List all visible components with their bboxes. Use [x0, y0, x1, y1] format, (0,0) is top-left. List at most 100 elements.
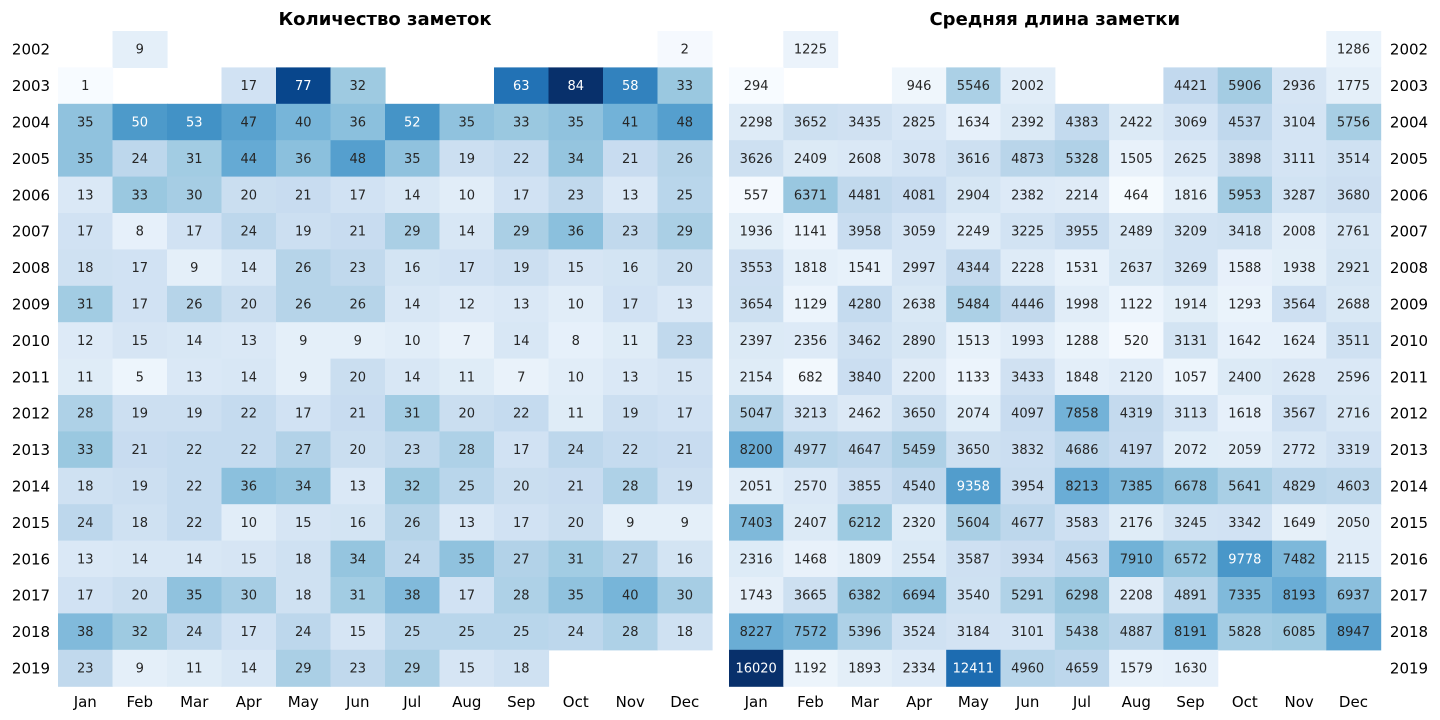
heatmap-cell — [1054, 540, 1110, 578]
cell-value-label: 2176 — [1120, 516, 1153, 531]
cell-value-label: 5641 — [1228, 480, 1261, 495]
cell-value-label: 11 — [622, 334, 639, 349]
heatmap-cell — [494, 103, 550, 141]
cell-value-label: 13 — [676, 298, 693, 313]
cell-value-label: 4197 — [1120, 443, 1153, 458]
heatmap-cell — [946, 322, 1002, 360]
heatmap-cell — [1054, 504, 1110, 542]
heatmap-cell — [837, 358, 893, 396]
cell-value-label: 19 — [186, 407, 203, 422]
cell-value-label: 24 — [240, 225, 257, 240]
cell-value-label: 17 — [77, 225, 94, 240]
heatmap-cell — [548, 467, 604, 505]
heatmap-cell — [891, 103, 947, 141]
cell-value-label: 22 — [186, 443, 203, 458]
heatmap-cell — [891, 213, 947, 250]
heatmap-cell — [276, 103, 332, 141]
cell-value-label: 19 — [622, 407, 639, 422]
heatmap-cell — [657, 67, 713, 105]
cell-value-label: 18 — [295, 589, 312, 604]
heatmap-cell — [276, 176, 332, 214]
heatmap-cell — [548, 540, 604, 578]
heatmap-cell — [1163, 467, 1219, 505]
cell-value-label: 6572 — [1174, 552, 1207, 567]
heatmap-cell — [330, 249, 386, 287]
year-tick-label: 2002 — [1390, 41, 1428, 59]
heatmap-cell — [1272, 249, 1327, 287]
heatmap-cell — [837, 176, 893, 214]
cell-value-label: 2637 — [1120, 261, 1153, 276]
heatmap-cell — [1163, 540, 1219, 578]
cell-value-label: 1129 — [794, 298, 827, 313]
year-tick-label: 2007 — [12, 223, 50, 241]
cell-value-label: 33 — [513, 116, 530, 131]
cell-value-label: 3269 — [1174, 261, 1207, 276]
heatmap-cell — [891, 577, 947, 614]
cell-value-label: 5604 — [957, 516, 990, 531]
cell-value-label: 7335 — [1228, 589, 1261, 604]
heatmap-cell — [330, 467, 386, 505]
month-tick-label: May — [958, 693, 989, 711]
heatmap-cell — [1272, 67, 1327, 105]
cell-value-label: 29 — [404, 662, 421, 677]
heatmap-cell — [112, 103, 168, 141]
cell-value-label: 3626 — [740, 152, 773, 167]
heatmap-cell — [439, 613, 495, 651]
cell-value-label: 2997 — [903, 261, 936, 276]
cell-value-label: 19 — [676, 480, 693, 495]
cell-value-label: 23 — [404, 443, 421, 458]
cell-value-label: 4873 — [1011, 152, 1044, 167]
cell-value-label: 3840 — [848, 370, 881, 385]
cell-value-label: 5828 — [1228, 625, 1261, 640]
cell-value-label: 2074 — [957, 407, 990, 422]
year-tick-label: 2015 — [12, 514, 50, 532]
heatmap-cell — [1326, 67, 1382, 105]
cell-value-label: 8227 — [740, 625, 773, 640]
heatmap-cell — [657, 613, 713, 651]
heatmap-cell — [657, 285, 713, 323]
cell-value-label: 4097 — [1011, 407, 1044, 422]
heatmap-cell — [385, 322, 441, 360]
heatmap-cell — [946, 176, 1002, 214]
cell-value-label: 11 — [186, 662, 203, 677]
heatmap-cell — [167, 103, 223, 141]
heatmap-cell — [1109, 176, 1164, 214]
heatmap-cell — [1217, 140, 1273, 178]
cell-value-label: 4659 — [1065, 662, 1098, 677]
heatmap-cell — [1109, 540, 1164, 578]
cell-value-label: 21 — [295, 188, 312, 203]
heatmap-cell — [439, 431, 495, 469]
cell-value-label: 26 — [186, 298, 203, 313]
cell-value-label: 2407 — [794, 516, 827, 531]
cell-value-label: 40 — [295, 116, 312, 131]
year-tick-label: 2014 — [12, 478, 50, 496]
heatmap-cell — [548, 431, 604, 469]
cell-value-label: 34 — [567, 152, 584, 167]
cell-value-label: 35 — [567, 589, 584, 604]
cell-value-label: 24 — [77, 516, 94, 531]
heatmap-cell — [330, 103, 386, 141]
heatmap-cell — [1326, 285, 1382, 323]
cell-value-label: 24 — [404, 552, 421, 567]
heatmap-cell — [783, 395, 839, 432]
heatmap-cell — [1000, 285, 1056, 323]
heatmap-cell — [783, 504, 839, 542]
cell-value-label: 3104 — [1283, 116, 1316, 131]
month-tick-label: Jun — [1015, 693, 1039, 711]
cell-value-label: 2249 — [957, 225, 990, 240]
heatmap-cell — [783, 322, 839, 360]
cell-value-label: 16 — [676, 552, 693, 567]
cell-value-label: 6212 — [848, 516, 881, 531]
heatmap-cell — [330, 213, 386, 250]
cell-value-label: 1743 — [740, 589, 773, 604]
cell-value-label: 14 — [131, 552, 148, 567]
cell-value-label: 2638 — [903, 298, 936, 313]
heatmap-cell — [1217, 176, 1273, 214]
cell-value-label: 4383 — [1065, 116, 1098, 131]
cell-value-label: 1818 — [794, 261, 827, 276]
heatmap-cell — [1054, 358, 1110, 396]
heatmap-cell — [58, 504, 114, 542]
heatmap-cell — [221, 213, 277, 250]
cell-value-label: 1816 — [1174, 188, 1207, 203]
heatmap-cell — [946, 213, 1002, 250]
